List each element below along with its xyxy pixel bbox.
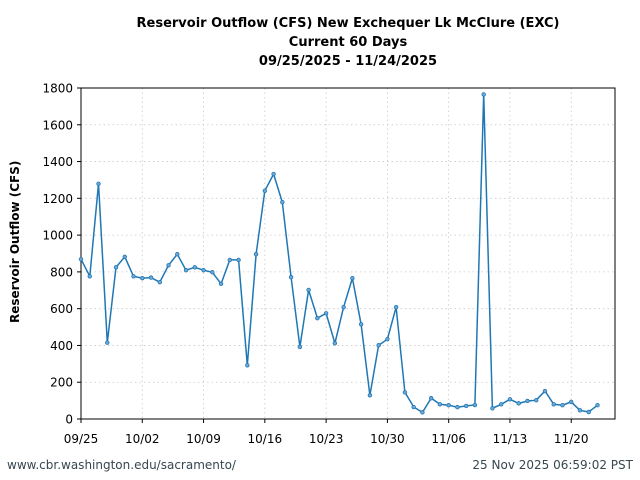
data-point-marker	[236, 257, 241, 263]
y-tick-label: 1800	[42, 82, 73, 96]
y-tick-label: 1400	[42, 155, 73, 169]
data-point-marker	[551, 402, 556, 407]
data-point-marker	[78, 257, 84, 262]
data-point-marker	[350, 275, 355, 281]
outflow-series-markers	[78, 92, 600, 415]
data-point-marker	[332, 341, 338, 346]
data-point-marker	[245, 363, 250, 368]
plot-frame	[80, 87, 616, 420]
data-point-marker	[271, 171, 276, 177]
data-point-marker	[402, 390, 408, 395]
data-point-marker	[227, 257, 233, 263]
data-point-marker	[131, 274, 136, 279]
data-point-marker	[315, 316, 320, 321]
data-point-marker	[210, 270, 215, 275]
data-point-marker	[507, 397, 513, 402]
grid-lines	[81, 88, 615, 419]
data-point-marker	[280, 199, 285, 205]
data-point-marker	[87, 274, 92, 279]
data-point-marker	[367, 393, 373, 398]
data-point-marker	[157, 279, 162, 285]
data-point-marker	[323, 311, 329, 316]
data-point-marker	[218, 281, 224, 287]
data-point-marker	[166, 263, 171, 268]
data-point-marker	[595, 403, 600, 408]
data-point-marker	[122, 254, 127, 260]
data-point-marker	[140, 275, 145, 281]
data-point-marker	[534, 398, 539, 403]
data-point-marker	[463, 403, 469, 409]
data-point-marker	[577, 408, 583, 413]
y-tick-label: 1200	[42, 192, 73, 206]
data-point-marker	[183, 268, 189, 273]
x-tick-label: 10/30	[370, 432, 405, 446]
chart-title-line2: Current 60 Days	[288, 35, 408, 50]
chart-title-line1: Reservoir Outflow (CFS) New Exchequer Lk…	[136, 16, 560, 31]
data-point-marker	[96, 181, 101, 187]
x-tick-label: 11/06	[431, 432, 466, 446]
data-point-marker	[358, 322, 364, 327]
data-point-marker	[586, 409, 591, 415]
x-tick-label: 11/13	[493, 432, 528, 446]
data-point-marker	[148, 275, 154, 280]
data-point-marker	[175, 252, 180, 257]
x-tick-label: 10/16	[248, 432, 283, 446]
x-tick-label: 10/02	[125, 432, 160, 446]
source-url-link[interactable]: www.cbr.washington.edu/sacramento/	[7, 458, 236, 472]
data-point-marker	[393, 304, 399, 310]
data-point-marker	[297, 344, 303, 350]
data-point-marker	[420, 410, 425, 415]
data-point-marker	[385, 336, 390, 342]
data-point-marker	[472, 402, 478, 408]
data-point-marker	[498, 402, 504, 407]
generated-timestamp: 25 Nov 2025 06:59:02 PST	[472, 458, 633, 472]
data-point-marker	[113, 265, 119, 270]
data-point-marker	[201, 268, 206, 273]
y-tick-label: 600	[50, 302, 73, 316]
data-point-marker	[105, 340, 110, 345]
chart-title-line3: 09/25/2025 - 11/24/2025	[258, 54, 438, 69]
x-tick-label: 11/20	[554, 432, 589, 446]
y-tick-label: 1600	[42, 118, 73, 132]
data-point-marker	[516, 401, 521, 406]
y-tick-label: 800	[50, 265, 73, 279]
data-point-marker	[481, 92, 486, 97]
chart-title: Reservoir Outflow (CFS) New Exchequer Lk…	[28, 14, 640, 71]
data-point-marker	[192, 265, 198, 270]
data-point-marker	[411, 404, 416, 410]
y-tick-label: 0	[65, 413, 73, 427]
data-point-marker	[490, 406, 495, 411]
y-tick-label: 400	[50, 339, 73, 353]
data-point-marker	[306, 287, 311, 293]
data-point-marker	[437, 402, 443, 407]
x-tick-label: 10/09	[186, 432, 221, 446]
y-tick-label: 1000	[42, 229, 73, 243]
x-axis-ticks: 09/25 10/02 10/09 10/16 10/23 10/30 11/06 11/13…	[64, 419, 589, 446]
data-point-marker	[288, 275, 294, 280]
data-point-marker	[525, 398, 530, 404]
data-point-marker	[455, 405, 460, 410]
y-axis-ticks: 0 200 400 600 800 1000 1200 1400 1600 1800	[42, 82, 81, 427]
x-tick-label: 10/23	[309, 432, 344, 446]
data-point-marker	[376, 343, 381, 348]
data-point-marker	[428, 396, 434, 401]
data-point-marker	[262, 188, 268, 193]
y-tick-label: 200	[50, 376, 73, 390]
data-point-marker	[560, 403, 565, 408]
data-point-marker	[341, 304, 346, 310]
data-point-marker	[446, 403, 451, 408]
outflow-series-line	[80, 94, 598, 414]
data-point-marker	[253, 252, 259, 257]
data-point-marker	[542, 388, 548, 394]
x-tick-label: 09/25	[64, 432, 99, 446]
data-point-marker	[569, 399, 574, 405]
